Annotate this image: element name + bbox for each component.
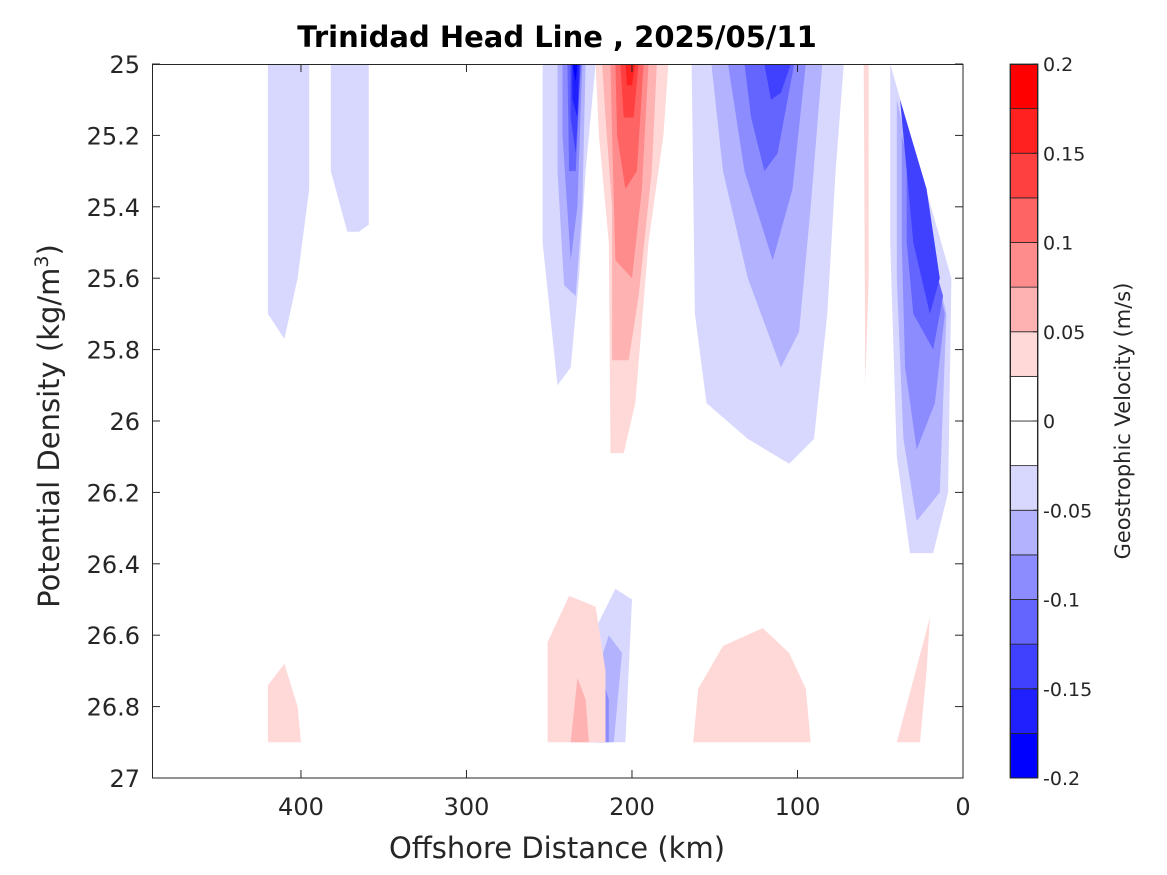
colorbar-swatch [1009, 732, 1039, 779]
x-tick-label: 100 [775, 793, 821, 821]
colorbar-swatch [1009, 331, 1039, 377]
colorbar-swatch [1009, 465, 1039, 511]
y-tick-label: 25.8 [87, 337, 140, 365]
chart-title: Trinidad Head Line , 2025/05/11 [297, 20, 817, 54]
y-axis-title-superscript: 3 [31, 255, 53, 267]
y-tick-label: 26.6 [87, 622, 140, 650]
y-axis: 25 25.2 25.4 25.6 25.8 26 26.2 26.4 26.6 26.8 27 [87, 51, 963, 793]
positive-velocity-region [896, 617, 930, 743]
contour-layer [267, 64, 952, 743]
positive-velocity-region [693, 628, 811, 743]
colorbar-swatch [1009, 286, 1039, 333]
negative-velocity-region [572, 64, 578, 82]
colorbar-swatch [1009, 420, 1039, 467]
colorbar-ticks: 0.2 0.15 0.1 0.05 0 -0.05 -0.1 -0.15 -0.2 [1033, 54, 1092, 790]
x-tick-label: 400 [278, 793, 324, 821]
x-axis: 400 300 200 100 0 [278, 64, 971, 821]
y-axis-title-main: Potential Density (kg/m [32, 268, 66, 608]
y-tick-label: 26.2 [87, 479, 140, 507]
colorbar-swatch [1009, 375, 1039, 422]
colorbar-swatch [1009, 599, 1039, 645]
colorbar-tick-label: -0.05 [1043, 500, 1092, 522]
colorbar-tick-label: 0.05 [1043, 322, 1085, 344]
y-axis-title: Potential Density (kg/m3) [31, 244, 66, 608]
colorbar-swatch [1009, 242, 1039, 288]
y-axis-title-tail: ) [32, 244, 66, 255]
y-tick-label: 25 [109, 51, 140, 79]
positive-velocity-region [863, 64, 869, 386]
y-tick-label: 27 [109, 765, 140, 793]
positive-velocity-region [620, 64, 639, 118]
x-tick-label: 300 [444, 793, 490, 821]
y-tick-label: 26.8 [87, 694, 140, 722]
negative-velocity-region [744, 64, 795, 172]
negative-velocity-region [572, 64, 579, 118]
colorbar-tick-label: -0.2 [1043, 768, 1080, 790]
colorbar-tick-label: -0.15 [1043, 679, 1092, 701]
colorbar-swatch [1009, 108, 1039, 154]
colorbar-tick-label: 0.2 [1043, 54, 1073, 76]
negative-velocity-region [330, 64, 369, 232]
colorbar-title: Geostrophic Velocity (m/s) [1111, 283, 1135, 560]
x-tick-label: 0 [955, 793, 970, 821]
colorbar-swatch [1009, 554, 1039, 600]
colorbar-tick-label: 0.15 [1043, 143, 1085, 165]
colorbar-swatch [1009, 688, 1039, 734]
colorbar-swatches [1009, 63, 1039, 779]
negative-velocity-region [267, 64, 310, 339]
x-tick-label: 200 [609, 793, 655, 821]
positive-velocity-region [547, 595, 606, 743]
plot-area: 400 300 200 100 0 25 25.2 25.4 25.6 25.8 26 26.2 26… [87, 51, 971, 821]
colorbar-swatch [1009, 509, 1039, 556]
colorbar-tick-label: 0 [1043, 411, 1055, 433]
colorbar-tick-label: -0.1 [1043, 590, 1080, 612]
y-tick-label: 26.4 [87, 551, 140, 579]
y-tick-label: 25.6 [87, 265, 140, 293]
x-axis-title: Offshore Distance (km) [389, 831, 725, 865]
colorbar-tick-label: 0.1 [1043, 233, 1073, 255]
y-tick-label: 25.4 [87, 194, 140, 222]
colorbar-swatch [1009, 197, 1039, 243]
positive-velocity-region [267, 663, 301, 743]
positive-velocity-region [570, 678, 589, 743]
colorbar-swatch [1009, 152, 1039, 199]
colorbar-swatch [1009, 63, 1039, 110]
colorbar-swatch [1009, 643, 1039, 690]
positive-velocity-region [625, 64, 636, 86]
colorbar: 0.2 0.15 0.1 0.05 0 -0.05 -0.1 -0.15 -0.2 [1009, 54, 1092, 790]
negative-velocity-region [764, 64, 791, 100]
y-tick-label: 26 [109, 408, 140, 436]
negative-velocity-region [900, 99, 940, 314]
y-tick-label: 25.2 [87, 122, 140, 150]
